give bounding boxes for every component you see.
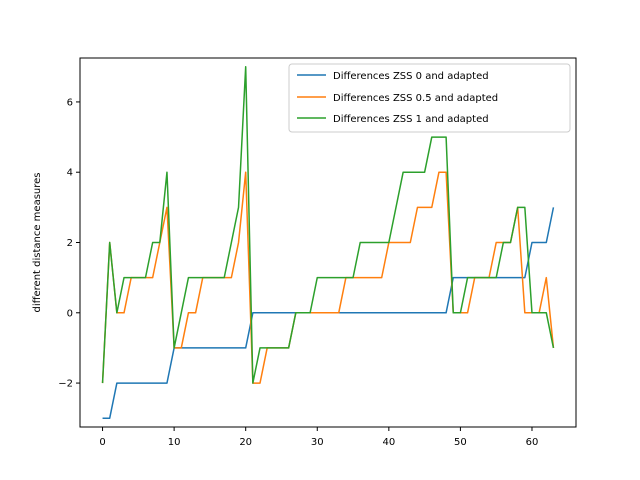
y-tick-label: 4: [67, 168, 73, 179]
x-tick-label: 0: [99, 437, 105, 448]
x-tick-label: 40: [382, 437, 395, 448]
legend-label-zss1: Differences ZSS 1 and adapted: [333, 114, 489, 125]
y-axis: −2 0 2 4 6: [58, 97, 80, 390]
x-axis: 0 10 20 30 40 50 60: [99, 427, 538, 448]
x-tick-label: 50: [454, 437, 467, 448]
x-tick-label: 20: [239, 437, 252, 448]
y-axis-label: different distance measures: [32, 172, 43, 312]
y-tick-label: −2: [58, 379, 73, 390]
y-tick-label: 6: [67, 97, 73, 108]
x-tick-label: 60: [526, 437, 539, 448]
y-tick-label: 2: [67, 238, 73, 249]
legend-label-zss0: Differences ZSS 0 and adapted: [333, 71, 489, 82]
legend-box: [288, 63, 571, 133]
legend: Differences ZSS 0 and adapted Difference…: [288, 63, 571, 133]
series-layer: [101, 66, 555, 419]
x-tick-label: 30: [311, 437, 324, 448]
y-tick-label: 0: [67, 308, 73, 319]
series-line-2: [101, 66, 555, 384]
x-tick-label: 10: [168, 437, 181, 448]
legend-label-zss05: Differences ZSS 0.5 and adapted: [333, 93, 498, 104]
